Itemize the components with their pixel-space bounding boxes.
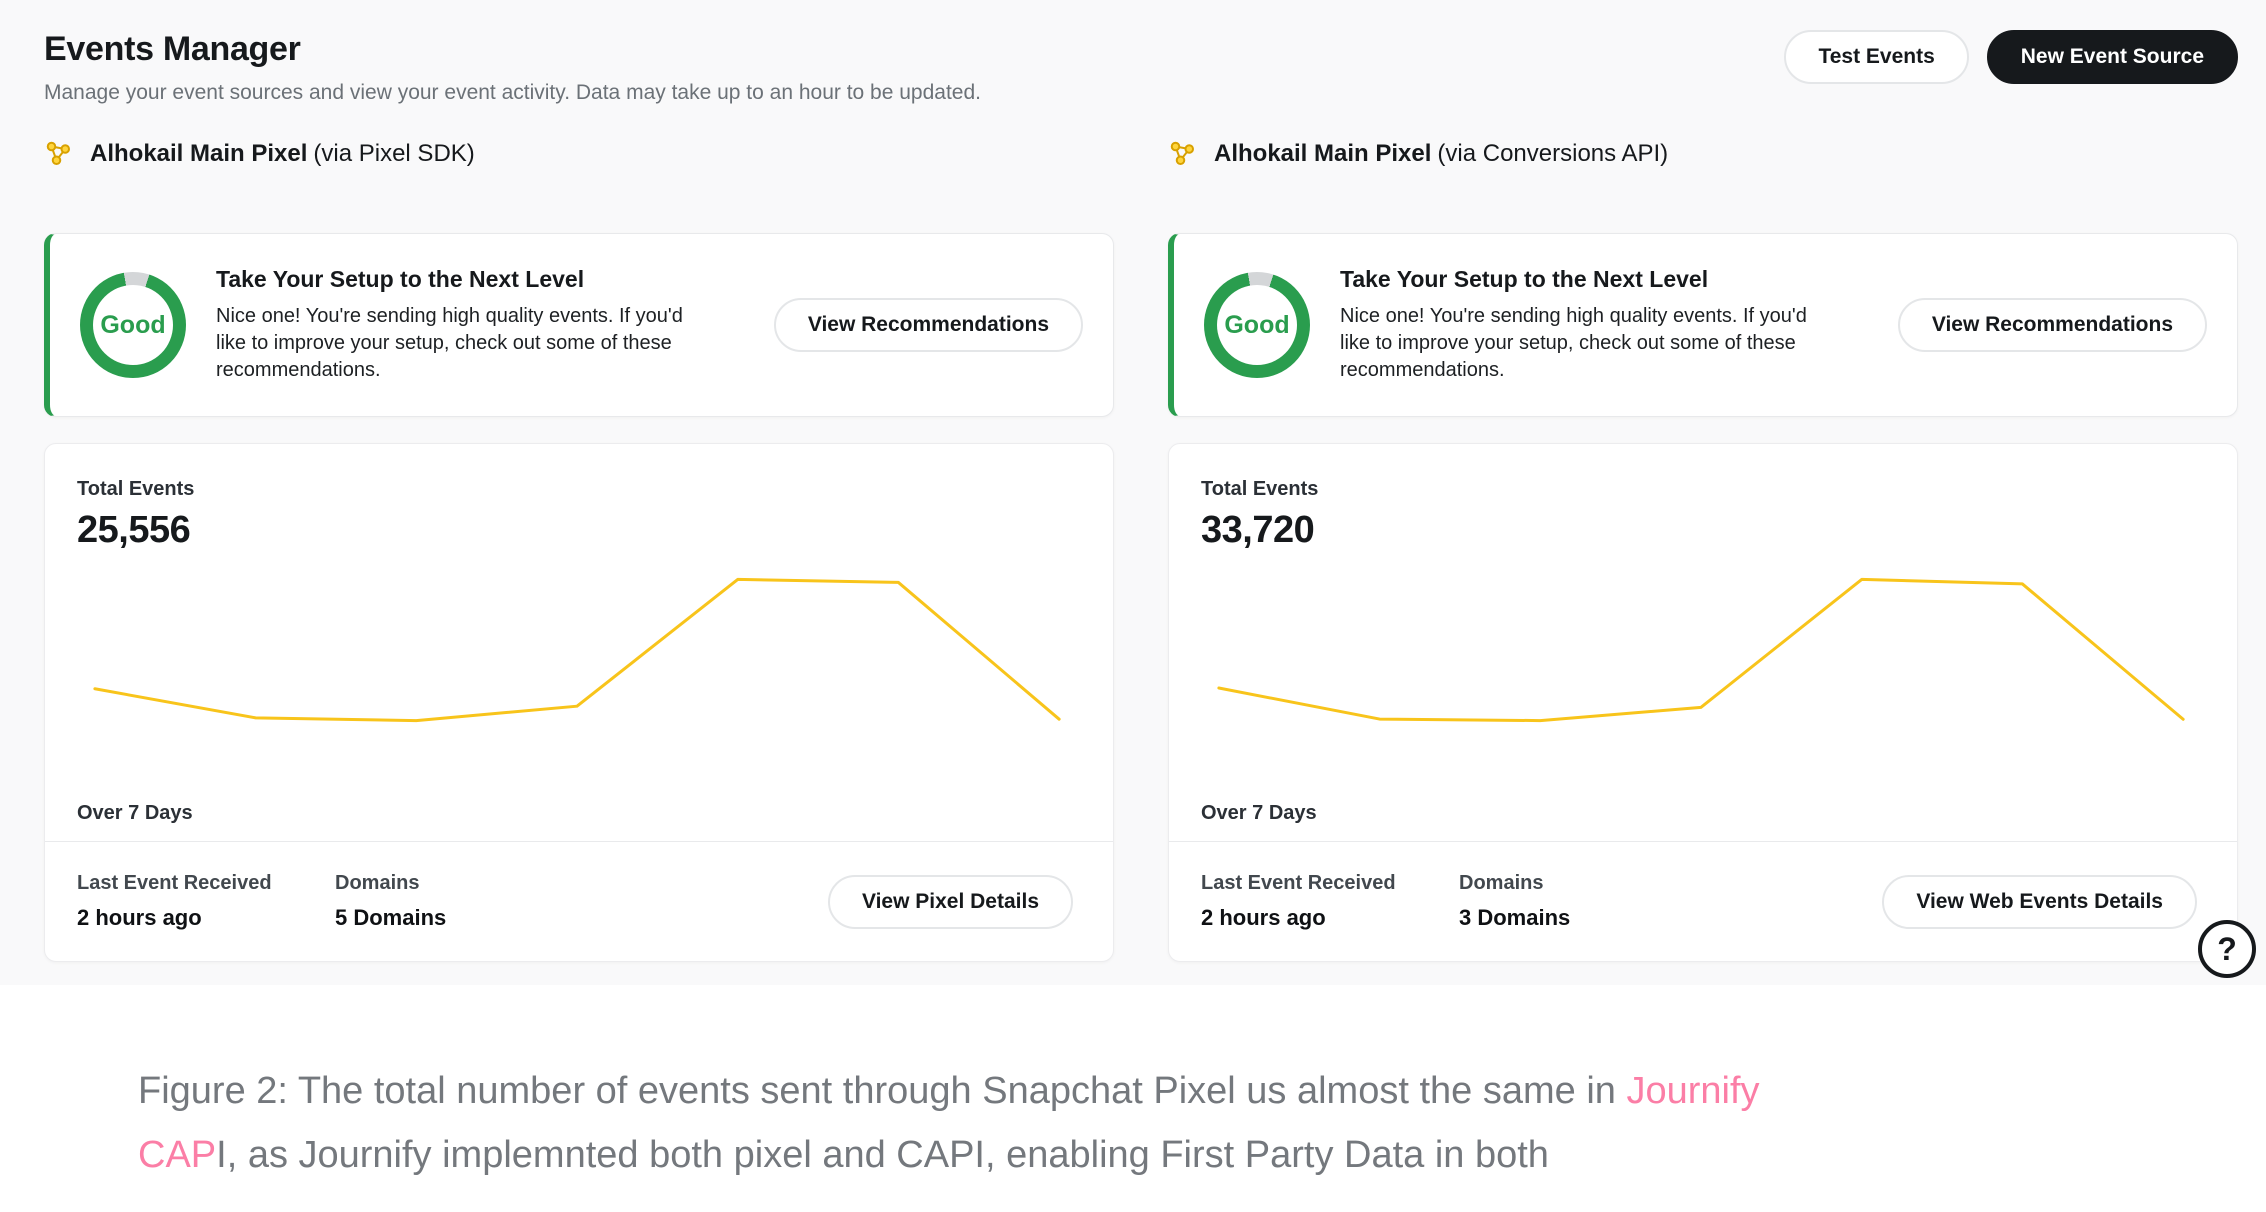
pixel-source-icon (1170, 141, 1194, 165)
source-via: (via Pixel SDK) (313, 140, 475, 167)
stats-footer: Last Event Received 2 hours ago Domains … (1169, 841, 2237, 961)
events-manager-app: Events Manager Manage your event sources… (44, 30, 2256, 978)
help-icon[interactable]: ? (2198, 920, 2256, 978)
total-events-label: Total Events (1201, 478, 1319, 500)
source-name: Alhokail Main Pixel (90, 140, 308, 167)
event-source-columns: Alhokail Main Pixel (via Pixel SDK) Good … (44, 139, 2238, 962)
events-sparkline (1213, 570, 2189, 730)
source-title: Alhokail Main Pixel (via Conversions API) (1214, 140, 1668, 168)
caption-highlight: Journify (1626, 1070, 1760, 1112)
last-event-received-value: 2 hours ago (77, 905, 202, 930)
stats-main: Total Events 25,556 Over 7 Days (45, 444, 1113, 841)
total-events-label: Total Events (77, 478, 195, 500)
last-event-received-value: 2 hours ago (1201, 905, 1326, 930)
new-event-source-button[interactable]: New Event Source (1986, 30, 2238, 84)
stats-footer: Last Event Received 2 hours ago Domains … (45, 841, 1113, 961)
quality-score-ring-inner: Good (93, 285, 173, 365)
stats-main: Total Events 33,720 Over 7 Days (1169, 444, 2237, 841)
question-mark-icon: ? (2217, 930, 2237, 967)
setup-quality-card: Good Take Your Setup to the Next Level N… (44, 233, 1114, 417)
period-label: Over 7 Days (77, 802, 193, 824)
source-header: Alhokail Main Pixel (via Pixel SDK) (44, 139, 1114, 169)
source-header: Alhokail Main Pixel (via Conversions API) (1168, 139, 2238, 169)
total-events-value: 25,556 (77, 509, 191, 551)
setup-quality-card: Good Take Your Setup to the Next Level N… (1168, 233, 2238, 417)
source-name: Alhokail Main Pixel (1214, 140, 1432, 167)
view-recommendations-button[interactable]: View Recommendations (773, 298, 1083, 352)
view-recommendations-button[interactable]: View Recommendations (1897, 298, 2207, 352)
quality-card-text: Take Your Setup to the Next Level Nice o… (1340, 266, 1810, 384)
domains-value: 5 Domains (335, 905, 447, 930)
figure-caption-line-1: Figure 2: The total number of events sen… (138, 1059, 2180, 1123)
quality-badge: Good (1224, 310, 1290, 339)
source-title: Alhokail Main Pixel (via Pixel SDK) (90, 140, 475, 168)
period-label: Over 7 Days (1201, 802, 1317, 824)
quality-card-text: Take Your Setup to the Next Level Nice o… (216, 266, 686, 384)
page-header: Events Manager Manage your event sources… (44, 30, 2238, 105)
last-event-received-label: Last Event Received (77, 872, 272, 894)
domains-value: 3 Domains (1459, 905, 1571, 930)
total-events-value: 33,720 (1201, 509, 1315, 551)
domains-label: Domains (1459, 872, 1544, 894)
test-events-button[interactable]: Test Events (1784, 30, 1969, 84)
quality-score-ring: Good (80, 272, 186, 378)
events-stats-card: Total Events 33,720 Over 7 Days Last Eve… (1168, 443, 2238, 962)
domains-label: Domains (335, 872, 420, 894)
page-subtitle: Manage your event sources and view your … (44, 81, 981, 104)
last-event-received: Last Event Received 2 hours ago (1201, 872, 1459, 931)
caption-text: Figure 2: The total number of events sen… (138, 1070, 1627, 1112)
caption-highlight: CAP (138, 1134, 217, 1176)
quality-card-description: Nice one! You're sending high quality ev… (1340, 305, 1807, 381)
header-actions: Test Events New Event Source (1784, 30, 2238, 84)
pixel-source-icon (46, 141, 70, 165)
quality-badge: Good (100, 310, 166, 339)
domains: Domains 5 Domains (335, 872, 828, 931)
figure-caption: Figure 2: The total number of events sen… (0, 985, 2180, 1187)
page-title: Events Manager (44, 30, 301, 68)
source-via: (via Conversions API) (1437, 140, 1669, 167)
figure-caption-line-2: CAPI, as Journify implemnted both pixel … (138, 1123, 2180, 1187)
last-event-received: Last Event Received 2 hours ago (77, 872, 335, 931)
events-sparkline (89, 570, 1065, 730)
last-event-received-label: Last Event Received (1201, 872, 1396, 894)
quality-score-ring: Good (1204, 272, 1310, 378)
quality-card-description: Nice one! You're sending high quality ev… (216, 305, 683, 381)
events-stats-card: Total Events 25,556 Over 7 Days Last Eve… (44, 443, 1114, 962)
quality-card-title: Take Your Setup to the Next Level (216, 266, 585, 292)
event-source-column-pixel-sdk: Alhokail Main Pixel (via Pixel SDK) Good … (44, 139, 1114, 962)
quality-score-ring-inner: Good (1217, 285, 1297, 365)
view-web-events-details-button[interactable]: View Web Events Details (1882, 874, 2197, 929)
caption-text: I, as Journify implemnted both pixel and… (216, 1134, 1549, 1176)
event-source-column-conversions-api: Alhokail Main Pixel (via Conversions API)… (1168, 139, 2238, 962)
page-header-text: Events Manager Manage your event sources… (44, 30, 981, 105)
domains: Domains 3 Domains (1459, 872, 1882, 931)
view-pixel-details-button[interactable]: View Pixel Details (827, 874, 1073, 929)
quality-card-title: Take Your Setup to the Next Level (1340, 266, 1709, 292)
